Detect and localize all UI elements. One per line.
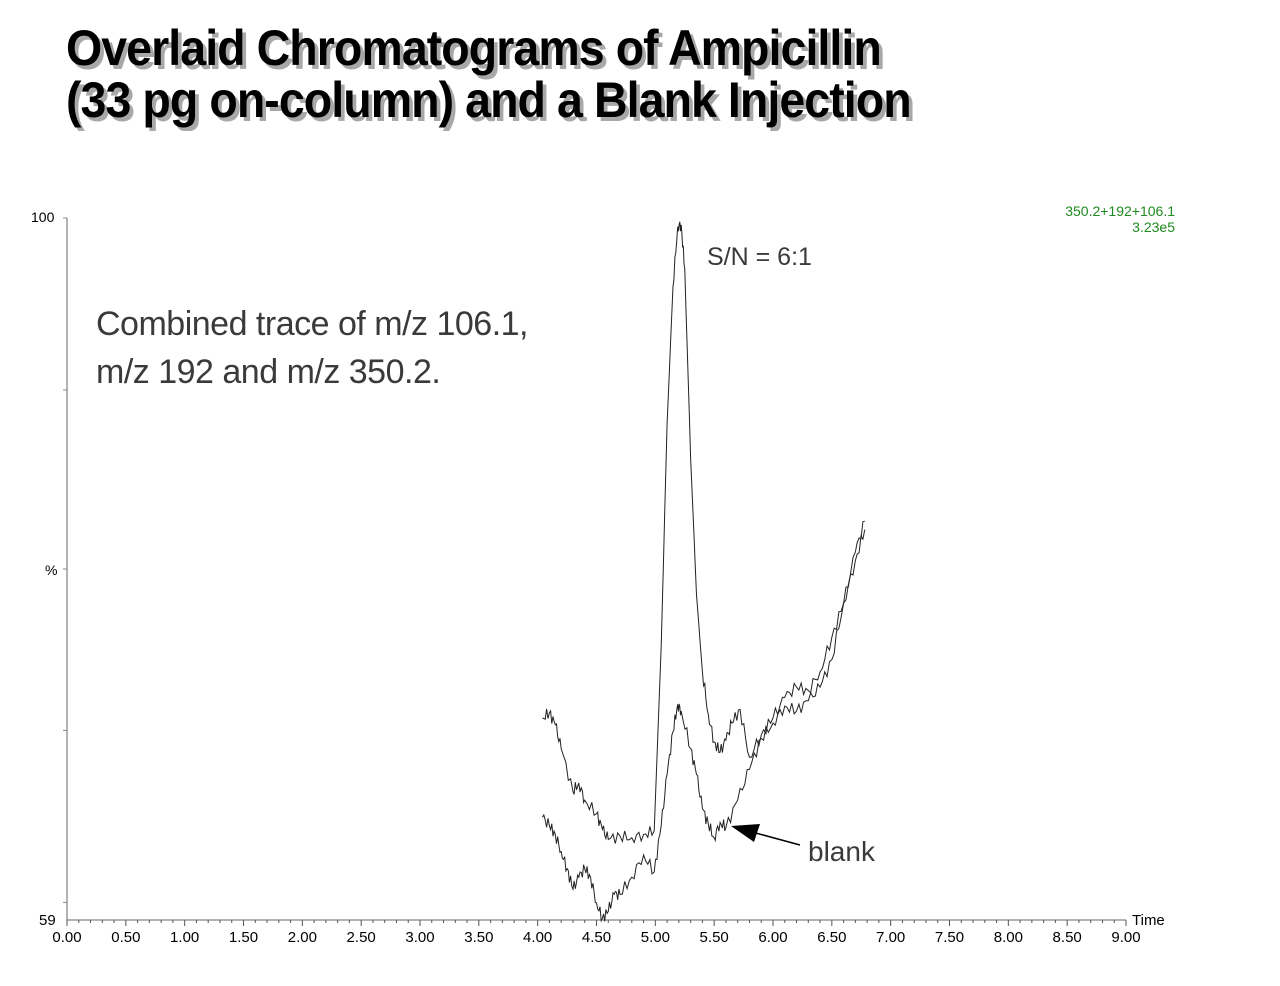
x-tick-label: 4.50 <box>581 929 612 946</box>
x-tick-label: 7.50 <box>934 929 965 946</box>
axes <box>63 217 1127 926</box>
x-tick-label: 5.00 <box>640 929 670 946</box>
x-tick-label: 0.00 <box>52 929 82 946</box>
trace-info: 350.2+192+106.1 3.23e5 <box>1065 203 1175 235</box>
title-line-1: Overlaid Chromatograms of Ampicillin <box>66 20 882 76</box>
x-tick-label: 2.00 <box>287 929 317 946</box>
x-tick-label: 2.50 <box>346 929 376 946</box>
page-title: Overlaid Chromatograms of Ampicillin (33… <box>66 20 912 128</box>
x-tick-label: 0.50 <box>111 929 141 946</box>
x-tick-label: 6.00 <box>758 929 788 946</box>
x-tick-label: 3.50 <box>464 929 494 946</box>
combined-note-line-1: Combined trace of m/z 106.1, <box>96 305 529 343</box>
y-axis-unit-label: % <box>45 562 58 578</box>
x-tick-label: 4.00 <box>523 929 553 946</box>
y-axis-max-label: 100 <box>31 209 55 225</box>
combined-note-line-2: m/z 192 and m/z 350.2. <box>96 353 441 391</box>
trace-channels: 350.2+192+106.1 <box>1065 203 1175 219</box>
y-axis-min-label: 59 <box>39 912 56 929</box>
sample-trace-line <box>542 221 865 844</box>
x-tick-label: 5.50 <box>699 929 729 946</box>
blank-arrow-icon <box>731 824 801 846</box>
signal-to-noise-label: S/N = 6:1 <box>707 243 812 271</box>
x-tick-label: 8.00 <box>993 929 1023 946</box>
x-tick-label: 1.00 <box>170 929 200 946</box>
x-tick-label: 8.50 <box>1052 929 1082 946</box>
title-line-2: (33 pg on-column) and a Blank Injection <box>66 72 912 128</box>
x-tick-label: 6.50 <box>817 929 847 946</box>
blank-trace-line <box>541 529 866 923</box>
x-tick-label: 7.00 <box>876 929 906 946</box>
trace-intensity: 3.23e5 <box>1132 219 1175 235</box>
x-tick-label: 3.00 <box>405 929 435 946</box>
blank-label: blank <box>808 836 875 867</box>
combined-trace-note: Combined trace of m/z 106.1, m/z 192 and… <box>96 300 529 396</box>
x-axis-unit-label: Time <box>1132 912 1165 929</box>
x-tick-label: 1.50 <box>228 929 259 946</box>
x-tick-label: 9.00 <box>1111 929 1141 946</box>
